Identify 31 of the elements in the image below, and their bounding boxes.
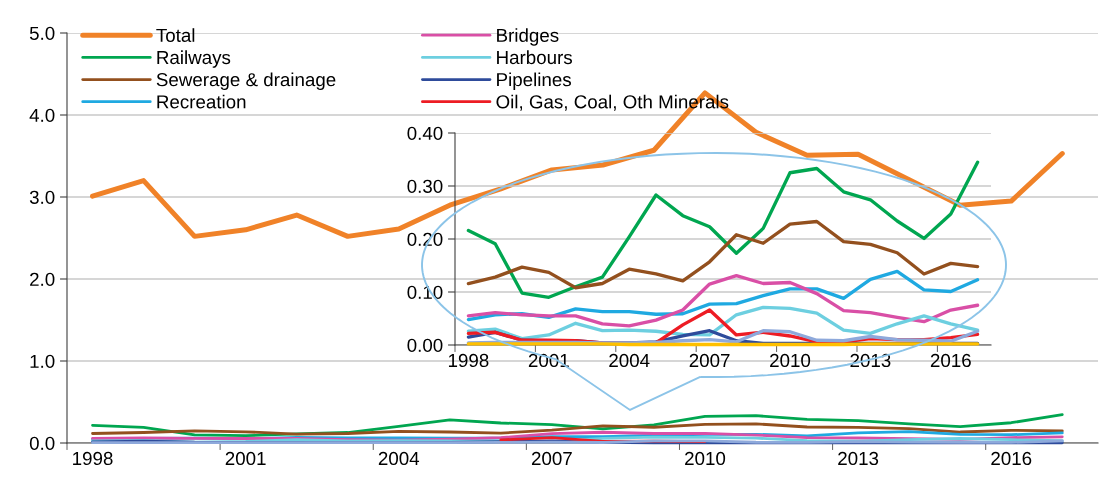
legend-label: Harbours <box>497 50 573 65</box>
x-tick-label: 2013 <box>838 451 879 466</box>
x-tick-label: 2001 <box>225 451 266 466</box>
x-tick-label: 2007 <box>531 451 572 466</box>
x-tick-label: 1998 <box>448 353 489 368</box>
y-tick-label: 3.0 <box>29 190 55 204</box>
y-tick-label: 5.0 <box>29 26 55 40</box>
y-tick-label: 0.30 <box>407 179 443 193</box>
x-tick-label: 2010 <box>685 451 726 466</box>
y-tick-label: 0.10 <box>407 285 443 299</box>
x-tick-label: 2016 <box>930 353 971 368</box>
x-tick-label: 2004 <box>609 353 650 368</box>
y-tick-label: 4.0 <box>29 108 55 122</box>
legend-label: Railways <box>157 50 231 68</box>
legend-label: Recreation <box>157 94 246 109</box>
y-tick-label: 0.20 <box>407 232 443 246</box>
y-tick-label: 0.00 <box>407 338 443 352</box>
legend-label: Pipelines <box>497 72 571 91</box>
legend-label: Total <box>156 28 195 42</box>
y-tick-label: 1.0 <box>30 354 55 368</box>
y-tick-label: 2.0 <box>30 272 55 286</box>
legend-label: Sewerage & drainage <box>156 72 336 91</box>
y-tick-label: 0.0 <box>29 436 55 450</box>
x-tick-label: 2004 <box>378 451 420 466</box>
legend-label: Bridges <box>497 28 559 46</box>
x-tick-label: 1998 <box>73 451 113 466</box>
x-tick-label: 2016 <box>991 451 1032 466</box>
x-tick-label: 2001 <box>528 353 569 368</box>
x-tick-label: 2010 <box>770 353 811 368</box>
y-tick-label: 0.40 <box>407 126 443 140</box>
x-tick-label: 2007 <box>689 353 730 368</box>
